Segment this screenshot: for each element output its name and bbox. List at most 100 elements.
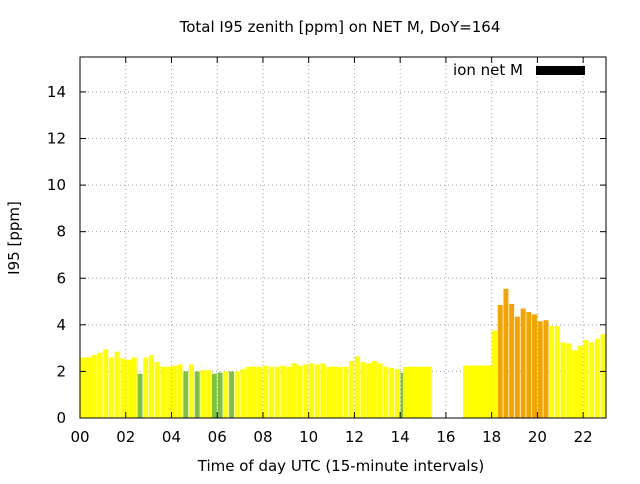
bar: [80, 357, 86, 418]
bar: [514, 316, 520, 418]
bar: [589, 342, 595, 418]
x-tick-label: 06: [208, 428, 227, 446]
bars-layer: [80, 288, 606, 418]
x-tick-label: 08: [253, 428, 272, 446]
x-tick-label: 18: [482, 428, 501, 446]
bar: [320, 363, 326, 418]
bar: [577, 345, 583, 418]
x-tick-label: 10: [299, 428, 318, 446]
bar: [497, 305, 503, 418]
bar: [377, 363, 383, 418]
bar: [360, 362, 366, 418]
bar: [166, 366, 172, 418]
x-tick-label: 22: [574, 428, 593, 446]
grid-layer: [80, 57, 606, 418]
bar: [309, 363, 315, 418]
bar: [149, 355, 154, 418]
chart-title: Total I95 zenith [ppm] on NET M, DoY=164: [179, 18, 501, 36]
bar: [280, 365, 286, 418]
bar: [269, 366, 274, 418]
bar: [137, 373, 143, 418]
bar: [394, 369, 400, 418]
bar: [91, 355, 97, 418]
bar: [389, 367, 395, 418]
bar: [200, 370, 206, 418]
y-axis-label: I95 [ppm]: [5, 201, 23, 275]
bar: [572, 350, 578, 418]
bar: [560, 342, 566, 418]
y-tick-label: 4: [56, 316, 66, 334]
bar: [131, 357, 137, 418]
bar: [114, 351, 120, 418]
bar: [246, 366, 252, 418]
bar: [177, 364, 183, 418]
bar: [126, 359, 132, 418]
y-tick-label: 6: [56, 269, 66, 287]
y-tick-label: 2: [56, 362, 66, 380]
bar: [234, 371, 240, 418]
bar: [223, 371, 229, 418]
x-tick-label: 04: [162, 428, 181, 446]
bar: [240, 369, 246, 418]
x-tick-label: 00: [70, 428, 89, 446]
bar: [303, 364, 309, 418]
bar: [337, 366, 343, 418]
bar: [526, 312, 532, 418]
bar: [103, 349, 109, 418]
bar: [549, 326, 555, 418]
bar: [257, 366, 263, 418]
bar: [463, 365, 492, 418]
x-tick-label: 14: [391, 428, 410, 446]
bar: [600, 334, 606, 418]
bar: [206, 370, 212, 418]
bar: [108, 357, 114, 418]
legend-swatch: [536, 66, 585, 75]
y-tick-label: 10: [47, 176, 66, 194]
x-axis-label: Time of day UTC (15-minute intervals): [197, 457, 484, 475]
bar: [263, 365, 269, 418]
bar: [583, 339, 589, 418]
y-tick-label: 14: [47, 83, 66, 101]
x-tick-label: 12: [345, 428, 364, 446]
bar: [532, 314, 537, 418]
bar: [251, 366, 257, 418]
bar: [171, 365, 177, 418]
bar: [400, 372, 406, 418]
bar: [143, 357, 149, 418]
bar: [503, 288, 509, 418]
bar: [331, 366, 337, 418]
bar: [383, 366, 389, 418]
bar: [371, 360, 377, 418]
bar: [349, 360, 355, 418]
bar: [509, 303, 515, 418]
x-tick-label: 16: [436, 428, 455, 446]
bar: [120, 358, 126, 418]
bar: [520, 308, 526, 418]
bar: [297, 365, 303, 418]
legend-label: ion net M: [453, 61, 523, 79]
bar: [86, 357, 92, 418]
bar: [217, 372, 223, 418]
bar: [274, 366, 280, 418]
bar: [403, 366, 432, 418]
bar: [194, 371, 200, 418]
bar: [183, 371, 189, 418]
bar: [314, 364, 320, 418]
bar: [543, 320, 549, 418]
bar: [211, 373, 217, 418]
bar: [189, 364, 194, 418]
plot-frame: [79, 56, 607, 419]
y-tick-label: 8: [56, 223, 66, 241]
bar: [366, 363, 372, 418]
bar: [97, 352, 103, 418]
bar: [286, 366, 292, 418]
bar: [229, 371, 234, 418]
bar: [160, 366, 166, 418]
bar: [326, 366, 332, 418]
bar: [343, 366, 349, 418]
x-tick-label: 20: [528, 428, 547, 446]
bar: [537, 321, 543, 418]
